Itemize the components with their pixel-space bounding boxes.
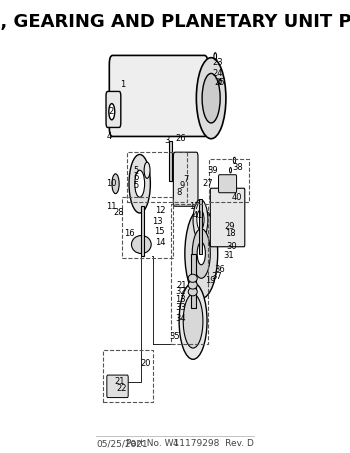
Ellipse shape [188,274,197,282]
Text: 3: 3 [164,136,169,145]
Circle shape [197,242,205,265]
Text: 22: 22 [117,384,127,393]
Text: 30: 30 [226,242,237,251]
Circle shape [214,53,217,60]
Text: 40: 40 [231,193,242,202]
Text: 32: 32 [175,287,186,296]
Bar [103,350,153,402]
Text: 11: 11 [106,202,117,211]
Circle shape [219,79,221,84]
FancyBboxPatch shape [218,175,237,193]
Text: 27: 27 [203,179,213,188]
Text: 38: 38 [232,164,243,173]
Bar [210,159,249,202]
Circle shape [183,294,203,348]
Ellipse shape [132,236,151,254]
Text: 13: 13 [175,295,186,304]
Ellipse shape [188,288,197,296]
Text: 24: 24 [212,69,223,78]
Text: 25: 25 [214,78,225,87]
FancyBboxPatch shape [106,92,121,127]
Text: 16: 16 [124,229,134,238]
Text: 12: 12 [155,206,166,215]
Text: 21: 21 [115,377,125,386]
Bar [191,254,196,308]
Bar [127,152,187,202]
Circle shape [179,283,207,359]
Ellipse shape [188,281,197,289]
Text: 8: 8 [176,188,182,197]
FancyBboxPatch shape [109,55,208,136]
Text: 5: 5 [134,182,139,190]
Text: 28: 28 [113,208,124,217]
Text: 29: 29 [225,222,235,231]
Text: 31: 31 [223,251,234,260]
Text: 20: 20 [140,359,151,368]
Circle shape [109,104,115,120]
Text: 2: 2 [108,107,114,116]
Text: 26: 26 [175,134,186,143]
Text: 21: 21 [176,280,187,289]
Text: 10: 10 [106,179,117,188]
Text: 41: 41 [193,211,203,220]
Text: 18: 18 [225,229,235,238]
Text: 13: 13 [153,217,163,226]
Text: 19: 19 [205,276,216,285]
Text: CASE, GEARING AND PLANETARY UNIT PARTS: CASE, GEARING AND PLANETARY UNIT PARTS [0,13,350,31]
Circle shape [197,210,204,230]
Circle shape [129,154,150,213]
Text: 7: 7 [183,175,188,184]
Text: 17: 17 [189,202,200,211]
Bar [141,206,144,256]
Bar [169,141,172,182]
Text: 5: 5 [134,166,139,175]
Text: 33: 33 [175,303,186,312]
Text: 4: 4 [107,132,112,141]
Circle shape [192,229,210,278]
Text: 36: 36 [215,265,225,274]
Text: 35: 35 [169,333,180,341]
Circle shape [185,208,218,299]
Text: 6: 6 [134,173,139,183]
Text: 4: 4 [172,439,178,448]
Text: 9: 9 [180,182,185,190]
Circle shape [193,199,208,240]
Circle shape [196,58,226,139]
Circle shape [144,162,150,178]
Text: Part No. W11179298  Rev. D: Part No. W11179298 Rev. D [126,439,254,448]
Bar [122,197,173,258]
FancyBboxPatch shape [210,188,245,247]
Circle shape [202,73,220,123]
Circle shape [230,168,231,173]
Bar [171,204,208,343]
Circle shape [135,170,145,197]
Text: 39: 39 [208,166,218,175]
Circle shape [233,157,236,164]
Bar [199,199,202,254]
Circle shape [112,174,119,193]
FancyBboxPatch shape [173,152,198,206]
Text: 37: 37 [211,271,222,280]
Text: 1: 1 [120,80,125,89]
Text: 34: 34 [175,314,186,323]
Text: 15: 15 [154,226,164,236]
Text: 05/25/2021: 05/25/2021 [96,439,148,448]
Text: 23: 23 [212,58,223,67]
FancyBboxPatch shape [107,375,128,398]
Text: 14: 14 [155,238,166,247]
